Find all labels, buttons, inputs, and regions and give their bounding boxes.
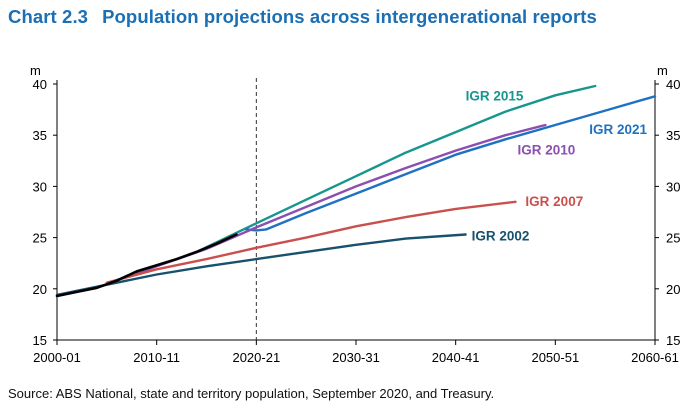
y-tick-label-right: 15 — [666, 333, 680, 348]
y-tick-label-right: 20 — [666, 282, 680, 297]
x-tick-label: 2020-21 — [232, 350, 280, 365]
y-tick-label-right: 35 — [666, 128, 680, 143]
y-tick-label-right: 40 — [666, 77, 680, 92]
igr-2007-line — [105, 200, 517, 284]
chart-title: Chart 2.3 Population projections across i… — [8, 6, 597, 28]
x-tick-label: 2030-31 — [332, 350, 380, 365]
actual-line — [55, 233, 238, 298]
y-tick-label-left: 35 — [33, 128, 47, 143]
x-tick-label: 2060-61 — [631, 350, 679, 365]
igr-2015-line — [195, 84, 597, 254]
y-tick-label-left: 40 — [33, 77, 47, 92]
chart-title-text: Population projections across intergener… — [102, 6, 597, 27]
y-tick-label-right: 30 — [666, 179, 680, 194]
chart-axes: m m 15 15 20 20 25 25 30 30 35 35 40 40 2000-01 2010-11… — [30, 63, 680, 365]
y-tick-label-left: 30 — [33, 179, 47, 194]
series-label-igr-2010: IGR 2010 — [517, 143, 575, 158]
y-tick-label-right: 25 — [666, 231, 680, 246]
x-tick-label: 2000-01 — [33, 350, 81, 365]
chart-number: Chart 2.3 — [8, 6, 89, 27]
igr-2021-line — [245, 95, 657, 232]
y-tick-label-left: 25 — [33, 231, 47, 246]
y-tick-label-left: 15 — [33, 333, 47, 348]
series-label-igr-2015: IGR 2015 — [466, 88, 524, 103]
x-tick-label: 2040-41 — [432, 350, 480, 365]
source-note: Source: ABS National, state and territor… — [8, 386, 495, 401]
series-label-igr-2007: IGR 2007 — [525, 194, 583, 209]
x-tick-label: 2010-11 — [133, 350, 180, 365]
y-unit-left: m — [30, 63, 41, 78]
x-tick-label: 2050-51 — [531, 350, 579, 365]
chart-series-labels: IGR 2015 IGR 2021 IGR 2010 IGR 2007 IGR 2002 — [466, 88, 648, 243]
population-chart: m m 15 15 20 20 25 25 30 30 35 35 40 40 2000-01 2010-11… — [30, 63, 680, 365]
chart-series — [55, 84, 657, 298]
series-label-igr-2021: IGR 2021 — [589, 122, 647, 137]
y-unit-right: m — [657, 63, 668, 78]
igr-2002-line — [55, 233, 467, 297]
series-label-igr-2002: IGR 2002 — [472, 229, 530, 244]
y-tick-label-left: 20 — [33, 282, 47, 297]
